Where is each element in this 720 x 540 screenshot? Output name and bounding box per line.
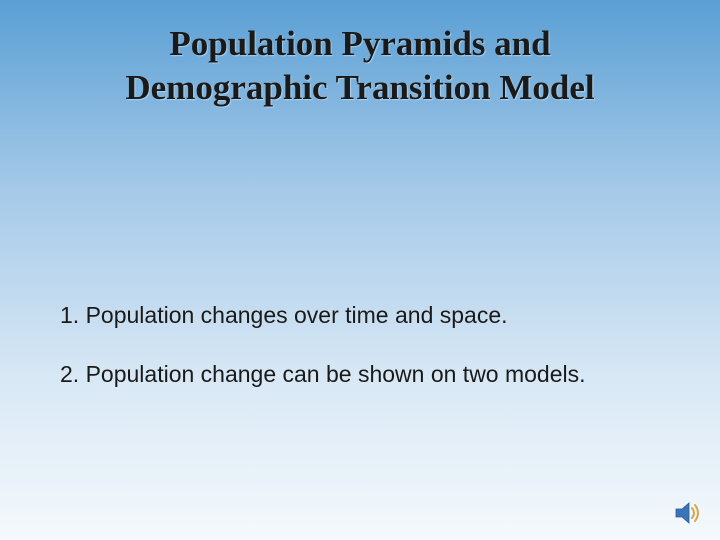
list-item: 2. Population change can be shown on two… bbox=[60, 359, 660, 390]
sound-icon[interactable] bbox=[674, 500, 704, 526]
slide-title: Population Pyramids and Demographic Tran… bbox=[0, 0, 720, 110]
slide-body: 1. Population changes over time and spac… bbox=[60, 300, 660, 418]
title-line-1: Population Pyramids and bbox=[169, 24, 550, 63]
list-item: 1. Population changes over time and spac… bbox=[60, 300, 660, 331]
slide: Population Pyramids and Demographic Tran… bbox=[0, 0, 720, 540]
title-line-2: Demographic Transition Model bbox=[125, 68, 594, 107]
